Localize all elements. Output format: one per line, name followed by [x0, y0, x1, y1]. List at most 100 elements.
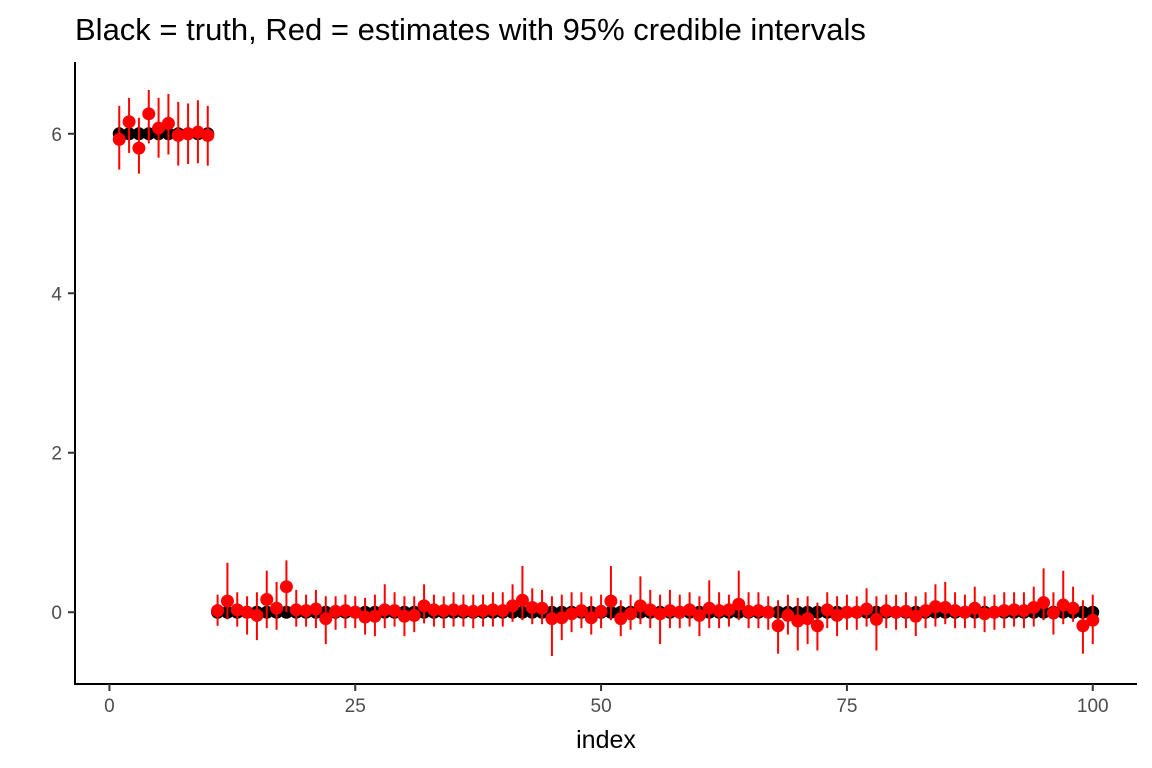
- estimate-point: [397, 609, 411, 623]
- estimate-point: [338, 604, 352, 618]
- estimate-point: [358, 610, 372, 624]
- estimate-point: [407, 608, 421, 622]
- estimate-point: [663, 604, 677, 618]
- estimate-point: [201, 128, 215, 142]
- estimate-point: [978, 607, 992, 621]
- estimate-point: [1037, 596, 1051, 610]
- y-ticks: 0 2 4 6: [51, 125, 75, 624]
- estimate-point: [673, 605, 687, 619]
- estimate-point: [260, 592, 274, 606]
- chart-title: Black = truth, Red = estimates with 95% …: [75, 12, 866, 47]
- estimate-point: [574, 604, 588, 618]
- estimate-point: [319, 612, 333, 626]
- estimate-points: [112, 107, 1100, 633]
- estimate-point: [152, 121, 166, 135]
- estimate-point: [329, 604, 343, 618]
- estimate-point: [1046, 606, 1060, 620]
- y-tick-label: 6: [51, 125, 62, 146]
- estimate-point: [594, 604, 608, 618]
- y-tick-label: 4: [51, 284, 62, 305]
- estimate-point: [987, 605, 1001, 619]
- estimate-point: [220, 594, 234, 608]
- estimate-point: [781, 608, 795, 622]
- estimate-point: [810, 619, 824, 633]
- estimate-point: [230, 603, 244, 617]
- estimate-point: [958, 605, 972, 619]
- estimate-point: [928, 600, 942, 614]
- estimate-point: [142, 107, 156, 121]
- estimate-point: [427, 603, 441, 617]
- estimate-point: [132, 141, 146, 155]
- estimate-point: [368, 609, 382, 623]
- estimate-point: [486, 603, 500, 617]
- x-tick-label: 0: [104, 696, 115, 717]
- estimate-point: [860, 602, 874, 616]
- estimate-point: [850, 605, 864, 619]
- truth-points: [112, 127, 1100, 619]
- x-tick-label: 100: [1077, 696, 1109, 717]
- estimate-point: [289, 603, 303, 617]
- estimate-point: [437, 604, 451, 618]
- estimate-point: [771, 619, 785, 633]
- x-tick-label: 50: [591, 696, 612, 717]
- estimate-point: [161, 116, 175, 130]
- estimate-point: [496, 604, 510, 618]
- estimate-point: [899, 604, 913, 618]
- credible-intervals: [118, 89, 1094, 657]
- estimate-point: [791, 614, 805, 628]
- estimate-point: [535, 601, 549, 615]
- estimate-point: [299, 604, 313, 618]
- estimate-point: [1086, 613, 1100, 627]
- estimate-point: [761, 605, 775, 619]
- estimate-point: [722, 603, 736, 617]
- estimate-point: [683, 603, 697, 617]
- x-tick-label: 75: [836, 696, 857, 717]
- estimate-point: [633, 599, 647, 613]
- estimate-point: [211, 604, 225, 618]
- estimate-point: [112, 132, 126, 146]
- estimate-point: [545, 612, 559, 626]
- estimate-point: [584, 611, 598, 625]
- estimate-point: [997, 604, 1011, 618]
- estimate-point: [466, 604, 480, 618]
- estimate-point: [614, 612, 628, 626]
- estimate-point: [624, 607, 638, 621]
- estimate-point: [1056, 598, 1070, 612]
- estimate-point: [948, 604, 962, 618]
- estimate-point: [240, 605, 254, 619]
- estimate-point: [279, 580, 293, 594]
- estimate-point: [309, 602, 323, 616]
- estimate-point: [388, 604, 402, 618]
- estimate-point: [1017, 604, 1031, 618]
- estimate-point: [919, 604, 933, 618]
- estimate-point: [820, 603, 834, 617]
- estimate-point: [1027, 600, 1041, 614]
- estimate-point: [181, 127, 195, 141]
- estimate-point: [250, 608, 264, 622]
- estimate-point: [565, 607, 579, 621]
- estimate-point: [732, 597, 746, 611]
- estimate-point: [604, 594, 618, 608]
- estimate-point: [417, 599, 431, 613]
- estimate-point: [653, 607, 667, 621]
- estimate-point: [447, 603, 461, 617]
- estimate-point: [1007, 603, 1021, 617]
- estimate-point: [506, 599, 520, 613]
- x-ticks: 0 25 50 75 100: [104, 684, 1109, 717]
- estimate-point: [692, 608, 706, 622]
- estimate-point: [1076, 619, 1090, 633]
- y-tick-label: 0: [51, 603, 62, 624]
- estimate-point: [1066, 601, 1080, 615]
- estimate-point: [515, 593, 529, 607]
- estimate-point: [830, 608, 844, 622]
- estimate-point: [751, 604, 765, 618]
- y-tick-label: 2: [51, 444, 62, 465]
- estimate-point: [968, 601, 982, 615]
- estimate-point: [909, 609, 923, 623]
- estimate-point: [643, 603, 657, 617]
- estimate-point: [555, 611, 569, 625]
- estimate-point: [712, 604, 726, 618]
- estimate-point: [456, 604, 470, 618]
- x-axis-title: index: [576, 726, 636, 754]
